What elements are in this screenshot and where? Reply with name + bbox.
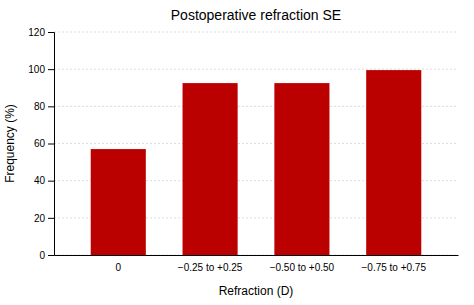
tick: −0.75 to +0.75 — [361, 262, 426, 273]
bars — [91, 70, 422, 255]
tick-mark — [48, 144, 54, 145]
tick-label: 120 — [28, 27, 45, 38]
tick-label: 80 — [34, 101, 46, 112]
tick: 100 — [28, 64, 54, 75]
axis-line — [48, 33, 55, 256]
tick: −0.50 to +0.50 — [270, 262, 335, 273]
plot-area: 0 20 40 60 80 100 120 0 −0.25 to +0.25 −0.50 to +… — [28, 27, 458, 273]
tick-label: 40 — [34, 175, 46, 186]
tick-label: 20 — [34, 213, 46, 224]
chart-container: 0 20 40 60 80 100 120 0 −0.25 to +0.25 −0.50 to +… — [0, 0, 474, 305]
tick: 80 — [34, 101, 54, 112]
tick: 20 — [34, 213, 54, 224]
bar — [91, 149, 146, 255]
tick-mark — [48, 181, 54, 182]
chart-svg: 0 20 40 60 80 100 120 0 −0.25 to +0.25 −0.50 to +… — [0, 0, 474, 305]
x-axis: 0 −0.25 to +0.25 −0.50 to +0.50 −0.75 to +0… — [55, 256, 459, 274]
tick-mark — [48, 32, 54, 33]
bar — [274, 83, 329, 255]
tick-label: −0.75 to +0.75 — [361, 262, 426, 273]
y-axis: 0 20 40 60 80 100 120 — [28, 27, 54, 261]
tick-label: 0 — [115, 262, 121, 273]
tick-label: 100 — [28, 64, 45, 75]
tick-label: 0 — [39, 250, 45, 261]
grid-line — [54, 69, 458, 70]
tick-label: 60 — [34, 138, 46, 149]
tick-mark — [48, 255, 54, 256]
title: Postoperative refraction SE — [171, 7, 341, 23]
tick: 120 — [28, 27, 54, 38]
tick-label: −0.25 to +0.25 — [178, 262, 243, 273]
bar — [183, 83, 238, 255]
tick-mark — [48, 69, 54, 70]
tick-label: −0.50 to +0.50 — [270, 262, 335, 273]
axis-line — [55, 255, 459, 256]
grid — [54, 32, 458, 255]
x-axis-title: Refraction (D) — [219, 284, 294, 298]
y-axis-title: Frequency (%) — [3, 104, 17, 183]
tick: 0 — [115, 262, 121, 273]
tick: 0 — [39, 250, 54, 261]
tick: 40 — [34, 175, 54, 186]
bar — [366, 70, 421, 255]
tick-mark — [48, 218, 54, 219]
grid-line — [54, 32, 458, 33]
tick-mark — [48, 106, 54, 107]
tick: −0.25 to +0.25 — [178, 262, 243, 273]
tick: 60 — [34, 138, 54, 149]
